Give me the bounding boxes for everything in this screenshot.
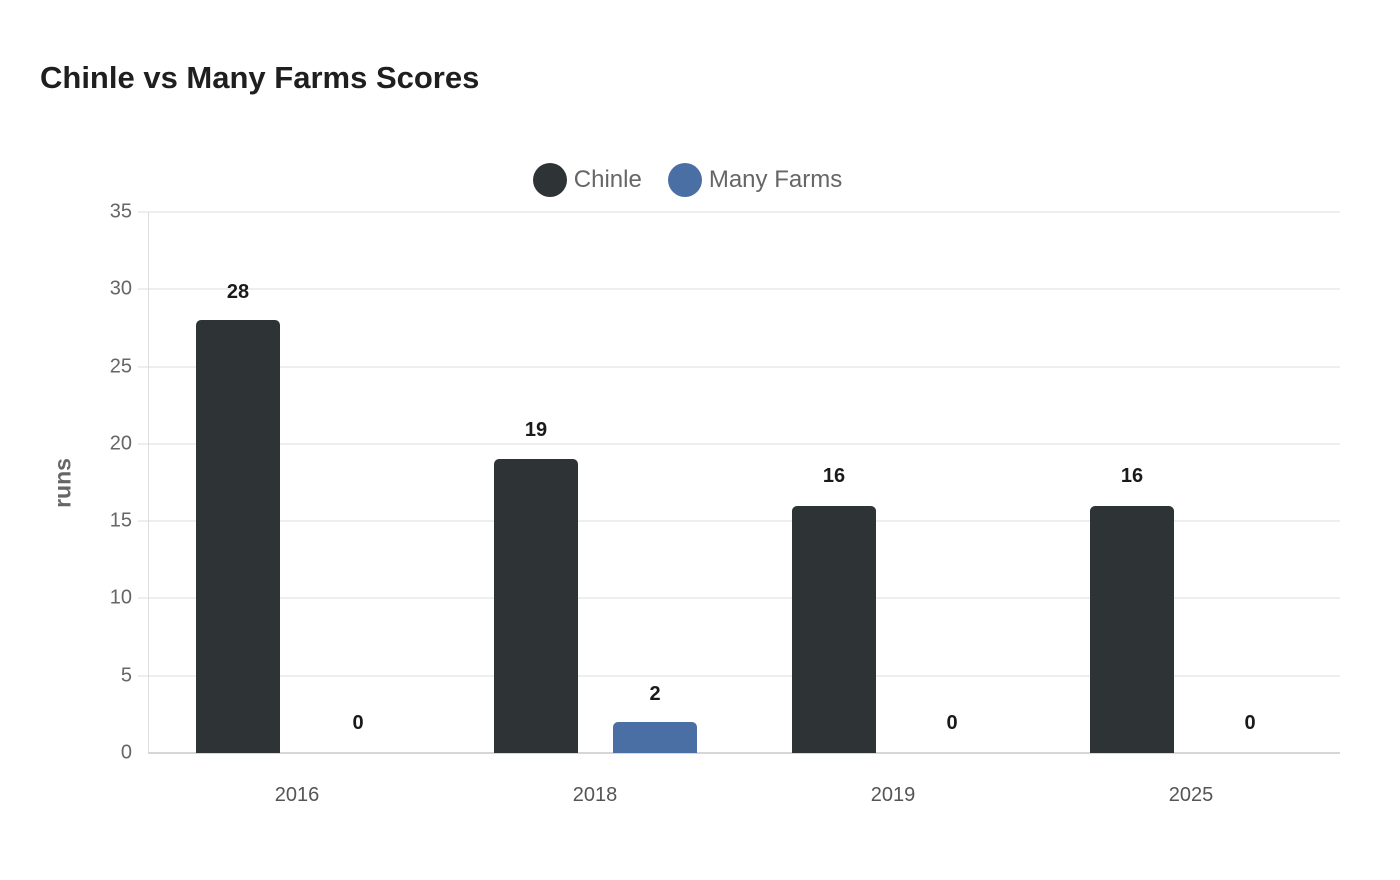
y-tick: 30 [109, 277, 132, 300]
legend-label: Many Farms [708, 166, 843, 193]
legend-swatch-chinle [532, 163, 567, 197]
gridline [138, 597, 1340, 600]
x-tick: 2016 [274, 784, 320, 806]
y-tick: 0 [120, 741, 132, 764]
x-tick: 2019 [870, 784, 916, 806]
gridline [138, 211, 1340, 213]
x-tick: 2018 [572, 784, 618, 806]
y-tick: 20 [109, 432, 132, 455]
chart-title: Chinle vs Many Farms Scores [40, 60, 480, 95]
value-label: 2 [649, 683, 661, 705]
value-label: 16 [1120, 465, 1144, 487]
y-axis-line [148, 212, 149, 753]
y-tick: 5 [120, 664, 132, 687]
y-tick: 35 [109, 200, 132, 223]
plot-area: 35 30 25 20 15 10 5 0 28 0 19 2 16 0 16 … [110, 201, 1340, 806]
gridline [138, 520, 1340, 523]
value-label: 19 [524, 419, 548, 441]
value-label: 16 [822, 465, 846, 487]
gridline [138, 365, 1340, 368]
gridline [138, 288, 1340, 291]
x-tick: 2025 [1168, 784, 1214, 806]
legend-label: Chinle [573, 166, 642, 193]
gridline [138, 674, 1340, 677]
legend: Chinle Many Farms [0, 163, 1400, 197]
y-axis-label: runs [49, 458, 76, 508]
y-tick: 15 [109, 509, 132, 532]
value-label: 0 [352, 712, 364, 734]
legend-swatch-many-farms [667, 163, 702, 197]
bar-chinle-2025[interactable] [1090, 505, 1174, 753]
gridline [138, 442, 1340, 445]
x-axis-line [148, 752, 1340, 754]
legend-item-many-farms[interactable]: Many Farms [667, 163, 843, 197]
bar-many-farms-2018[interactable] [613, 722, 697, 753]
y-tick: 25 [109, 355, 132, 378]
value-label: 0 [1244, 712, 1256, 734]
value-label: 0 [946, 712, 958, 734]
bar-chinle-2018[interactable] [494, 459, 578, 753]
bar-chinle-2019[interactable] [792, 505, 876, 753]
y-tick: 10 [109, 586, 132, 609]
bar-chinle-2016[interactable] [196, 320, 280, 753]
legend-item-chinle[interactable]: Chinle [532, 163, 642, 197]
value-label: 28 [226, 281, 250, 303]
